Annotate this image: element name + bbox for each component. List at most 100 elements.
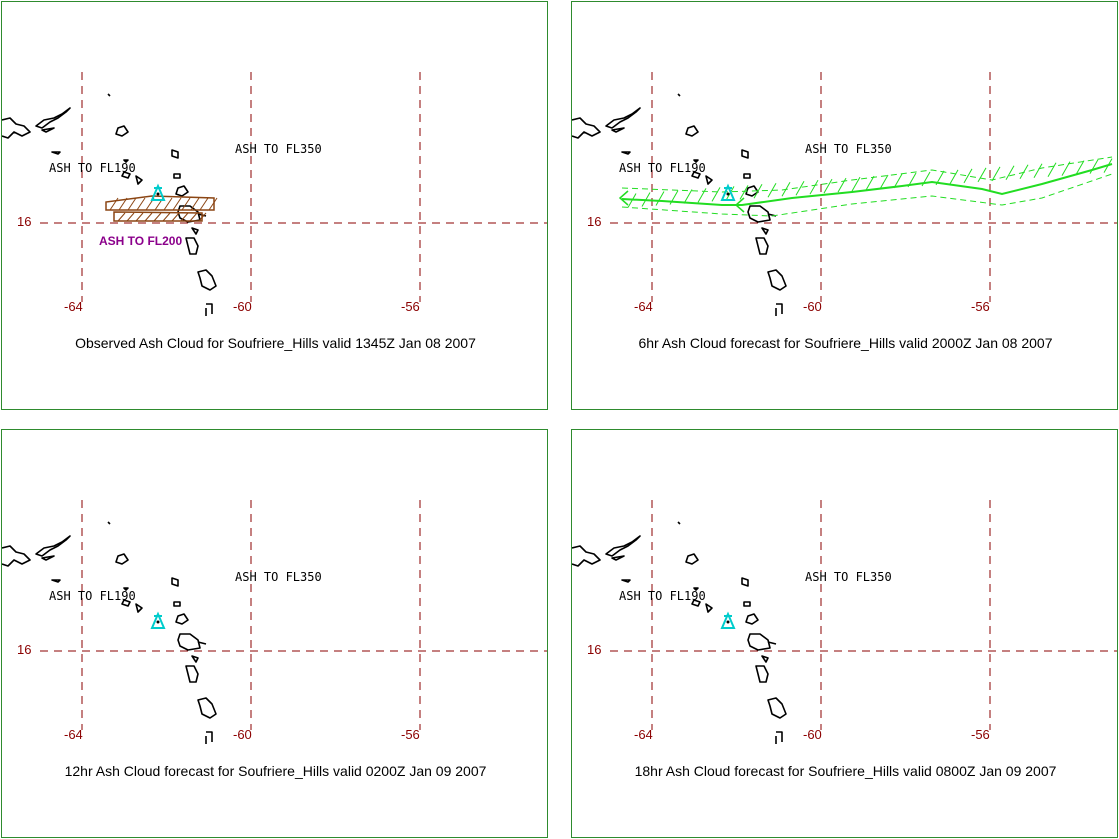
island-outline (755, 665, 769, 683)
label-fl350: ASH TO FL350 (805, 570, 892, 584)
island-outline (35, 107, 71, 129)
island-outline (767, 269, 787, 291)
lat-label-16: 16 (17, 642, 31, 657)
island-outline (35, 535, 71, 557)
panel-caption: 6hr Ash Cloud forecast for Soufriere_Hil… (638, 335, 1053, 351)
coastlines (572, 521, 787, 744)
island-outline (775, 303, 783, 316)
island-outline (171, 149, 179, 159)
island-outline (173, 601, 181, 607)
island-outline (123, 587, 129, 591)
island-outline (572, 545, 601, 567)
island-outline (115, 553, 129, 565)
lat-label-16: 16 (17, 214, 31, 229)
lon-label-56: -56 (971, 299, 990, 314)
grid-lines (40, 72, 547, 302)
island-outline (693, 587, 699, 591)
label-fl350: ASH TO FL350 (805, 142, 892, 156)
island-outline (747, 205, 771, 223)
label-fl190: ASH TO FL190 (619, 589, 706, 603)
lon-label-60: -60 (233, 727, 252, 742)
island-outline (705, 603, 713, 613)
map-12hr: ASH TO FL190 ASH TO FL350 16 -64 -60 -56 (2, 500, 547, 744)
island-outline (205, 731, 213, 744)
island-outline (115, 125, 129, 137)
map-observed: ASH TO FL190 ASH TO FL350 ASH TO FL200 1… (2, 72, 547, 316)
island-outline (175, 613, 189, 625)
island-outline (611, 127, 625, 133)
island-outline (677, 521, 681, 525)
island-outline (135, 175, 143, 185)
map-18hr: ASH TO FL190 ASH TO FL350 16 -64 -60 -56 (572, 500, 1117, 744)
island-outline (197, 269, 217, 291)
grid-lines (610, 72, 1117, 302)
lon-label-56: -56 (401, 727, 420, 742)
island-outline (197, 641, 207, 645)
volcano-icon (150, 183, 166, 201)
lon-label-60: -60 (803, 727, 822, 742)
island-outline (605, 107, 641, 129)
panel-caption: 12hr Ash Cloud forecast for Soufriere_Hi… (64, 763, 487, 779)
island-outline (41, 127, 55, 133)
island-outline (747, 633, 771, 651)
label-fl190: ASH TO FL190 (49, 161, 136, 175)
island-outline (135, 603, 143, 613)
island-outline (191, 655, 199, 663)
island-outline (121, 599, 131, 607)
panel-caption: Observed Ash Cloud for Soufriere_Hills v… (75, 335, 476, 351)
label-fl190: ASH TO FL190 (49, 589, 136, 603)
island-outline (621, 579, 631, 583)
label-fl200: ASH TO FL200 (99, 234, 182, 248)
island-outline (693, 159, 699, 163)
island-outline (743, 601, 751, 607)
lon-label-60: -60 (233, 299, 252, 314)
panel-6hr: ASH TO FL190 ASH TO FL350 16 -64 -60 -56… (571, 1, 1118, 410)
label-fl350: ASH TO FL350 (235, 570, 322, 584)
island-outline (691, 171, 701, 179)
island-outline (611, 555, 625, 561)
island-outline (677, 93, 681, 97)
label-fl190: ASH TO FL190 (619, 161, 706, 175)
island-outline (767, 697, 787, 719)
island-outline (175, 185, 189, 197)
island-outline (107, 93, 111, 97)
lon-label-64: -64 (64, 727, 83, 742)
island-outline (685, 125, 699, 137)
island-outline (743, 173, 751, 179)
island-outline (761, 655, 769, 663)
island-outline (2, 545, 31, 567)
lon-label-64: -64 (64, 299, 83, 314)
panel-observed: ASH TO FL190 ASH TO FL350 ASH TO FL200 1… (1, 1, 548, 410)
island-outline (121, 171, 131, 179)
island-outline (741, 149, 749, 159)
island-outline (2, 117, 31, 139)
lon-label-64: -64 (634, 727, 653, 742)
island-outline (191, 227, 199, 235)
island-outline (177, 633, 201, 651)
island-outline (171, 577, 179, 587)
island-outline (745, 185, 759, 197)
panel-12hr: ASH TO FL190 ASH TO FL350 16 -64 -60 -56… (1, 429, 548, 838)
island-outline (123, 159, 129, 163)
volcano-icon (720, 611, 736, 629)
island-outline (685, 553, 699, 565)
island-outline (197, 697, 217, 719)
coastlines (2, 93, 217, 316)
island-outline (173, 173, 181, 179)
lat-label-16: 16 (587, 642, 601, 657)
lat-label-16: 16 (587, 214, 601, 229)
volcano-icon (150, 611, 166, 629)
map-6hr: ASH TO FL190 ASH TO FL350 16 -64 -60 -56 (572, 72, 1117, 316)
island-outline (761, 227, 769, 235)
lon-label-60: -60 (803, 299, 822, 314)
island-outline (185, 237, 199, 255)
grid-lines (610, 500, 1117, 730)
island-outline (205, 303, 213, 316)
lon-label-56: -56 (401, 299, 420, 314)
panel-caption: 18hr Ash Cloud forecast for Soufriere_Hi… (634, 763, 1057, 779)
island-outline (775, 731, 783, 744)
island-outline (51, 151, 61, 155)
island-outline (745, 613, 759, 625)
island-outline (107, 521, 111, 525)
island-outline (705, 175, 713, 185)
